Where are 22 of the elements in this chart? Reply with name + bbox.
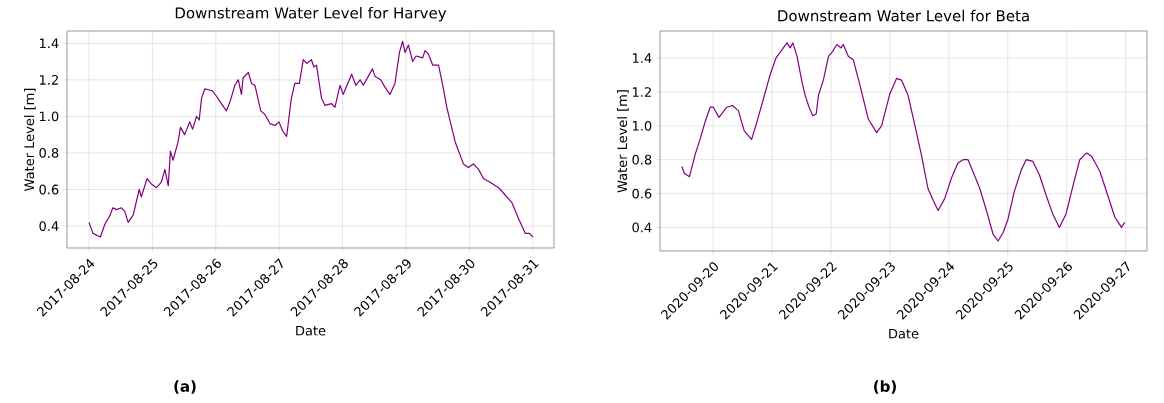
y-tick-label: 1.0	[632, 120, 652, 131]
y-tick-label: 1.2	[39, 74, 58, 85]
y-tick-label: 1.2	[632, 87, 651, 97]
x-axis-title: Date	[889, 328, 919, 339]
y-tick-label: 0.8	[632, 154, 652, 165]
y-axis-title: Water Level [m]	[24, 88, 36, 191]
y-tick-label: 0.6	[39, 184, 59, 195]
y-tick-label: 1.4	[632, 53, 652, 63]
y-tick-label: 0.6	[632, 188, 652, 199]
y-tick-label: 1.0	[39, 111, 59, 122]
y-tick-label: 0.4	[632, 222, 652, 233]
y-tick-label: 0.4	[39, 221, 59, 231]
text: (b)	[874, 380, 896, 394]
line-series	[88, 40, 534, 238]
line-series	[681, 42, 1126, 242]
y-tick-label: 1.4	[39, 38, 59, 48]
chart-title: Downstream Water Level for Beta	[778, 9, 1029, 22]
chart-title: Downstream Water Level for Harvey	[175, 6, 447, 22]
y-axis-title: Water Level [m]	[617, 90, 629, 193]
text: (a)	[174, 380, 196, 394]
x-axis-title: Date	[296, 325, 326, 336]
y-tick-label: 0.8	[39, 148, 59, 158]
